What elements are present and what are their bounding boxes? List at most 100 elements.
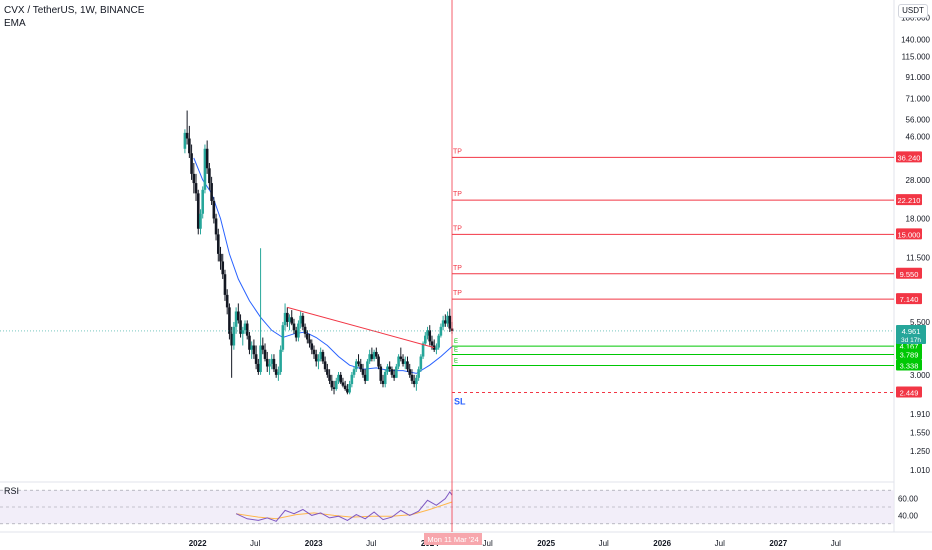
candle-body <box>388 366 391 370</box>
candle-body <box>408 369 412 375</box>
candle-body <box>348 384 351 393</box>
candle <box>386 363 389 375</box>
candle-body <box>252 345 256 355</box>
candle-body <box>310 343 314 350</box>
candle-body <box>332 387 336 390</box>
candle-body <box>372 351 376 359</box>
chart-legend: CVX / TetherUS, 1W, BINANCE EMA <box>4 4 144 30</box>
candle-body <box>390 369 394 375</box>
candle <box>185 110 189 145</box>
candle-body <box>250 345 253 350</box>
candle <box>297 320 300 342</box>
countdown-text: 3d 17h <box>901 337 921 344</box>
candle <box>272 354 276 372</box>
candle <box>390 366 394 378</box>
time-tick-label: Jul <box>715 539 725 548</box>
candle <box>196 189 200 235</box>
cursor-date-tag <box>424 533 483 545</box>
rsi-ma-line <box>236 501 453 520</box>
axis-layer: 180.000 140.000 115.000 91.000 71.000 56.000 4… <box>189 14 931 548</box>
candle-body <box>210 183 213 201</box>
candle <box>183 129 187 154</box>
candle-body <box>395 366 398 378</box>
candle <box>306 330 309 344</box>
candle-body <box>185 132 189 139</box>
candle-body <box>285 312 289 322</box>
candle <box>439 323 443 338</box>
candle <box>270 354 274 370</box>
candle-body <box>386 366 389 372</box>
entry-price-tag <box>896 348 922 360</box>
candle-body <box>219 253 222 262</box>
candle-body <box>237 311 240 321</box>
currency-selector[interactable]: USDT <box>898 4 928 18</box>
time-tick-label: 2025 <box>537 539 555 548</box>
candle-body <box>406 361 409 370</box>
candle-body <box>303 326 307 334</box>
candle-body <box>368 354 371 362</box>
candle <box>259 248 262 375</box>
candle <box>210 176 213 206</box>
candle <box>230 326 233 378</box>
candle <box>368 349 371 364</box>
time-tick-label: Jul <box>250 539 260 548</box>
candle-body <box>254 354 258 364</box>
candle <box>192 162 196 194</box>
candle <box>201 186 205 219</box>
candle-body <box>401 358 405 364</box>
candle <box>261 337 265 355</box>
candle <box>294 326 298 342</box>
candle <box>314 349 318 367</box>
candle-body <box>259 345 262 372</box>
price-tick-label: 180.000 <box>901 14 930 23</box>
candle <box>312 345 316 359</box>
candle <box>252 339 256 359</box>
candle-body <box>317 358 320 362</box>
candle-body <box>375 351 378 357</box>
candle <box>348 380 351 395</box>
candle <box>285 307 289 327</box>
price-tick-label: 3.000 <box>910 371 931 380</box>
candle <box>444 314 447 327</box>
time-tick-label: 2023 <box>305 539 323 548</box>
candle <box>245 320 249 340</box>
time-tick-label: 2026 <box>653 539 671 548</box>
candle-body <box>212 200 216 219</box>
candle <box>412 374 416 388</box>
candle-body <box>397 356 400 367</box>
candle-body <box>214 218 218 235</box>
candle <box>359 358 363 372</box>
candle-body <box>221 261 225 275</box>
candle-body <box>415 377 418 385</box>
entry-price-tag <box>896 359 922 371</box>
candle-body <box>341 382 345 386</box>
price-tick-label: 1.250 <box>910 447 931 456</box>
tp-label: TP <box>453 225 462 232</box>
candle-body <box>444 320 447 324</box>
candle <box>408 363 412 378</box>
candle <box>332 380 336 395</box>
entry-label: E <box>454 339 458 345</box>
candle-body <box>288 317 291 322</box>
candle <box>219 246 222 270</box>
candle <box>228 303 231 340</box>
indicator-label-ema[interactable]: EMA <box>4 18 26 29</box>
candle-body <box>243 323 247 331</box>
candle-body <box>199 213 202 229</box>
symbol-title[interactable]: CVX / TetherUS, 1W, BINANCE <box>4 5 145 16</box>
candle-body <box>399 356 403 359</box>
candle-body <box>403 361 407 364</box>
candle <box>310 339 314 355</box>
candle-body <box>357 361 360 364</box>
candle-body <box>277 371 280 375</box>
price-tick-label: 71.000 <box>906 95 931 104</box>
indicator-label-rsi[interactable]: RSI <box>4 486 20 496</box>
candle <box>397 354 400 370</box>
candle-body <box>239 320 242 334</box>
candle-body <box>417 369 420 378</box>
candle-body <box>192 173 196 184</box>
candle-body <box>196 193 200 229</box>
